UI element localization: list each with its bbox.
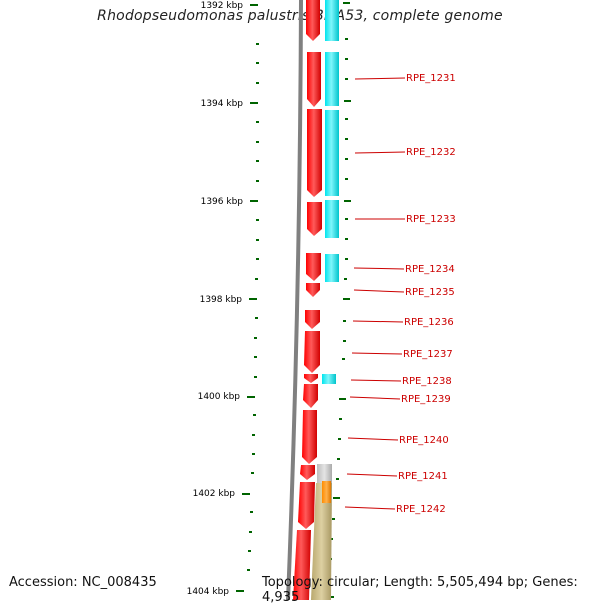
forward-cds[interactable] — [307, 202, 322, 236]
scale-labels: 1392 kbp 1394 kbp 1396 kbp 1398 kbp 1400… — [187, 1, 244, 597]
label-line — [351, 352, 403, 355]
major-tick — [247, 396, 255, 398]
label-line — [346, 473, 398, 477]
gene-label[interactable]: RPE_1234 — [405, 264, 455, 275]
reverse-cds[interactable] — [325, 254, 339, 282]
label-line — [353, 289, 405, 293]
scale-label: 1394 kbp — [201, 99, 244, 109]
forward-cds[interactable] — [306, 0, 320, 41]
label-line — [352, 320, 404, 323]
label-line — [354, 151, 406, 154]
tan-feature[interactable] — [311, 483, 332, 600]
gene-label[interactable]: RPE_1235 — [405, 287, 455, 298]
label-line — [350, 379, 402, 382]
gene-label[interactable]: RPE_1242 — [396, 504, 446, 515]
gene-label[interactable]: RPE_1240 — [399, 435, 449, 446]
gene-label[interactable]: RPE_1236 — [404, 317, 454, 328]
gene-label[interactable]: RPE_1237 — [403, 349, 453, 360]
forward-cds[interactable] — [298, 482, 315, 529]
label-line — [347, 437, 399, 441]
label-line — [349, 396, 401, 400]
gene-label[interactable]: RPE_1241 — [398, 471, 448, 482]
forward-cds[interactable] — [306, 253, 321, 281]
forward-cds[interactable] — [303, 384, 318, 408]
reverse-cds[interactable] — [322, 374, 336, 384]
label-line — [344, 506, 396, 510]
scale-major-ticks — [236, 4, 258, 592]
major-tick — [250, 102, 258, 104]
scale-minor-ticks — [247, 43, 259, 571]
reverse-cds[interactable] — [325, 52, 339, 106]
reverse-cds-track — [322, 0, 339, 384]
reverse-cds[interactable] — [325, 0, 339, 41]
forward-cds[interactable] — [302, 410, 317, 464]
scale-label: 1398 kbp — [200, 295, 243, 305]
scale-label: 1392 kbp — [201, 1, 244, 11]
major-tick — [236, 590, 244, 592]
scale-label: 1404 kbp — [187, 587, 230, 597]
major-tick — [250, 200, 258, 202]
forward-cds[interactable] — [304, 374, 318, 383]
gene-label[interactable]: RPE_1239 — [401, 394, 451, 405]
scale-label: 1400 kbp — [198, 392, 241, 402]
forward-cds[interactable] — [305, 310, 320, 329]
label-line — [353, 267, 405, 270]
topology-text: Topology: circular; Length: 5,505,494 bp… — [262, 575, 578, 605]
gene-labels: RPE_1231 RPE_1232 RPE_1233 RPE_1234 RPE_… — [396, 73, 456, 515]
other-features-track — [311, 464, 332, 600]
forward-cds[interactable] — [307, 52, 321, 107]
label-line — [354, 77, 406, 80]
reverse-cds[interactable] — [325, 200, 339, 238]
major-tick — [250, 4, 258, 6]
forward-cds[interactable] — [293, 530, 311, 600]
reverse-cds[interactable] — [325, 110, 339, 196]
forward-cds[interactable] — [306, 283, 320, 297]
gray-feature[interactable] — [317, 464, 332, 483]
genome-backbone — [286, 0, 303, 600]
forward-cds[interactable] — [304, 331, 320, 373]
scale-label: 1402 kbp — [193, 489, 236, 499]
forward-cds[interactable] — [307, 109, 322, 197]
forward-cds[interactable] — [300, 465, 315, 480]
gene-label[interactable]: RPE_1231 — [406, 73, 456, 84]
gene-label[interactable]: RPE_1232 — [406, 147, 456, 158]
label-lines — [344, 77, 406, 510]
scale-label: 1396 kbp — [201, 197, 244, 207]
accession-text: Accession: NC_008435 — [9, 575, 157, 590]
gene-label[interactable]: RPE_1233 — [406, 214, 456, 225]
major-tick — [249, 298, 257, 300]
major-tick — [242, 493, 250, 495]
forward-cds-track — [293, 0, 322, 600]
gene-label[interactable]: RPE_1238 — [402, 376, 452, 387]
rna-gene[interactable] — [322, 481, 331, 503]
